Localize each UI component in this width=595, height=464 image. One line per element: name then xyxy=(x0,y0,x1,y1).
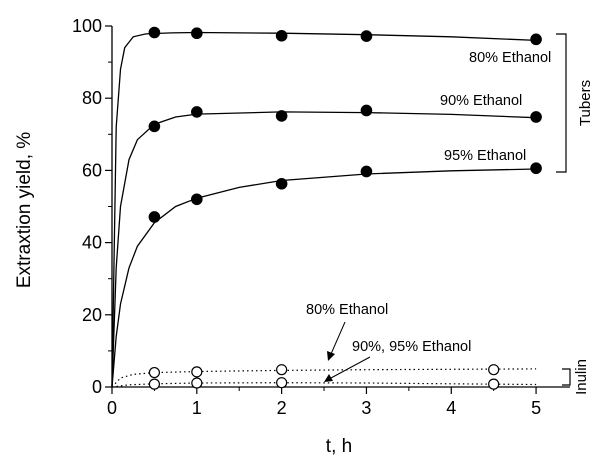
fit-curve-inulin-3 xyxy=(111,368,537,388)
open-point-inulin xyxy=(276,377,288,389)
filled-point-tubers xyxy=(148,211,161,223)
x-tick-label: 5 xyxy=(531,398,541,418)
filled-point-tubers xyxy=(148,120,161,133)
open-point-inulin xyxy=(148,378,161,390)
inulin-bracket-label: Inulin xyxy=(573,359,590,395)
annotation-tubers-90-ethanol: 90% Ethanol xyxy=(440,93,522,109)
annotation-inulin-90-95-ethanol: 90%, 95% Ethanol xyxy=(352,339,471,355)
filled-point-tubers xyxy=(191,106,203,118)
y-tick-label: 20 xyxy=(82,305,102,325)
x-tick-label: 0 xyxy=(107,398,117,418)
y-tick-label: 0 xyxy=(92,377,102,397)
x-tick-label: 2 xyxy=(277,398,287,418)
filled-point-tubers xyxy=(275,29,288,42)
filled-point-tubers xyxy=(530,33,542,46)
x-axis-title: t, h xyxy=(326,436,352,457)
open-point-inulin xyxy=(276,364,288,376)
filled-point-tubers xyxy=(191,27,203,40)
y-axis-title: Extraxtion yield, % xyxy=(14,132,35,288)
filled-point-tubers xyxy=(530,111,542,123)
filled-point-tubers xyxy=(360,165,373,178)
filled-point-tubers xyxy=(148,26,161,39)
tubers-bracket-label: Tubers xyxy=(577,80,594,126)
x-tick-label: 4 xyxy=(446,398,456,418)
open-point-inulin xyxy=(191,377,203,389)
open-point-inulin xyxy=(488,364,500,376)
fit-curve-inulin-4 xyxy=(111,382,537,388)
filled-point-tubers xyxy=(275,177,288,190)
filled-point-tubers xyxy=(191,193,203,206)
fit-curve-tubers-2 xyxy=(111,168,537,388)
annotation-tubers-95-ethanol: 95% Ethanol xyxy=(444,148,526,164)
open-point-inulin xyxy=(488,378,500,390)
axes: 0 1 2 3 4 5 0 20 40 60 80 100 xyxy=(72,16,570,418)
x-tick-label: 3 xyxy=(361,398,371,418)
filled-point-tubers xyxy=(530,162,542,175)
y-tick-label: 60 xyxy=(82,160,102,180)
fit-curve-tubers-0 xyxy=(111,31,537,388)
annotation-inulin-80-ethanol: 80% Ethanol xyxy=(306,302,388,318)
data-points xyxy=(148,26,542,390)
x-tick-label: 1 xyxy=(192,398,202,418)
y-tick-label: 80 xyxy=(82,88,102,108)
arrow-inulin-90-95 xyxy=(324,356,371,382)
arrow-inulin-80 xyxy=(327,321,346,361)
open-point-inulin xyxy=(191,366,203,378)
filled-point-tubers xyxy=(275,110,288,122)
filled-point-tubers xyxy=(360,104,373,117)
filled-point-tubers xyxy=(360,30,373,42)
annotation-tubers-80-ethanol: 80% Ethanol xyxy=(469,50,551,66)
fit-curve-tubers-1 xyxy=(111,111,537,388)
inulin-bracket xyxy=(562,368,571,386)
fit-curves xyxy=(111,31,537,388)
y-tick-label: 40 xyxy=(82,233,102,253)
open-point-inulin xyxy=(148,366,161,379)
y-tick-label: 100 xyxy=(72,16,102,36)
tubers-bracket xyxy=(556,33,567,173)
